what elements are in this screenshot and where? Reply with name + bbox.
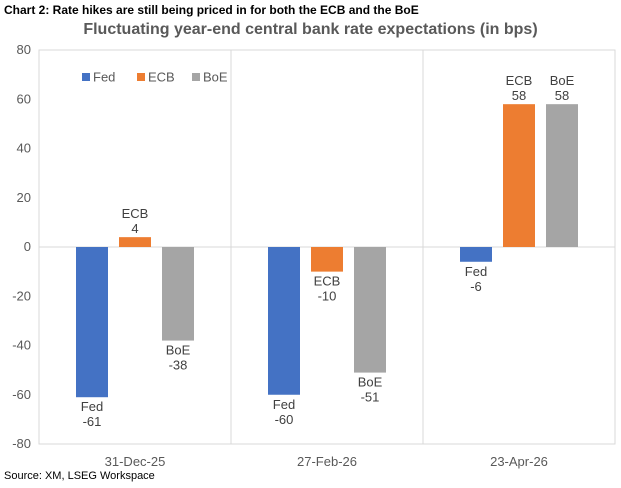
x-tick-label: 31-Dec-25 — [105, 454, 166, 469]
chart-title: Fluctuating year-end central bank rate e… — [83, 21, 538, 38]
data-label-value: -60 — [275, 412, 294, 427]
bar-fed — [76, 247, 108, 398]
bar-boe — [354, 247, 386, 373]
legend-swatch-fed — [82, 73, 90, 81]
bar-ecb — [503, 104, 535, 247]
bar-boe — [546, 104, 578, 247]
legend-swatch-ecb — [137, 73, 145, 81]
y-tick-label: 80 — [17, 42, 31, 57]
legend-label-ecb: ECB — [148, 70, 175, 85]
data-label-series: BoE — [550, 73, 575, 88]
x-tick-label: 23-Apr-26 — [490, 454, 548, 469]
data-label-series: Fed — [81, 399, 103, 414]
bar-ecb — [119, 237, 151, 247]
y-tick-label: 60 — [17, 91, 31, 106]
bar-fed — [268, 247, 300, 395]
data-label-value: -10 — [318, 289, 337, 304]
data-label-value: -6 — [470, 279, 482, 294]
y-tick-label: 20 — [17, 190, 31, 205]
x-tick-label: 27-Feb-26 — [297, 454, 357, 469]
y-tick-label: -60 — [12, 387, 31, 402]
data-label-series: ECB — [314, 274, 341, 289]
legend-label-fed: Fed — [93, 70, 115, 85]
data-label-series: BoE — [166, 343, 191, 358]
y-tick-label: -20 — [12, 288, 31, 303]
y-tick-label: 0 — [24, 239, 31, 254]
data-label-value: 58 — [555, 88, 569, 103]
bar-fed — [460, 247, 492, 262]
bar-boe — [162, 247, 194, 341]
source-note: Source: XM, LSEG Workspace — [4, 470, 155, 482]
data-label-series: ECB — [506, 73, 533, 88]
y-tick-label: 40 — [17, 141, 31, 156]
y-tick-label: -80 — [12, 436, 31, 451]
header-title: Chart 2: Rate hikes are still being pric… — [4, 3, 419, 17]
data-label-value: -51 — [361, 390, 380, 405]
legend-label-boe: BoE — [203, 70, 228, 85]
data-label-series: BoE — [358, 375, 383, 390]
data-label-value: -38 — [169, 358, 188, 373]
data-label-value: 58 — [512, 88, 526, 103]
bar-ecb — [311, 247, 343, 272]
data-label-series: Fed — [465, 264, 487, 279]
data-label-series: Fed — [273, 397, 295, 412]
data-label-value: 4 — [131, 221, 138, 236]
data-label-series: ECB — [122, 206, 149, 221]
data-label-value: -61 — [83, 414, 102, 429]
legend-swatch-boe — [192, 73, 200, 81]
y-tick-label: -40 — [12, 338, 31, 353]
